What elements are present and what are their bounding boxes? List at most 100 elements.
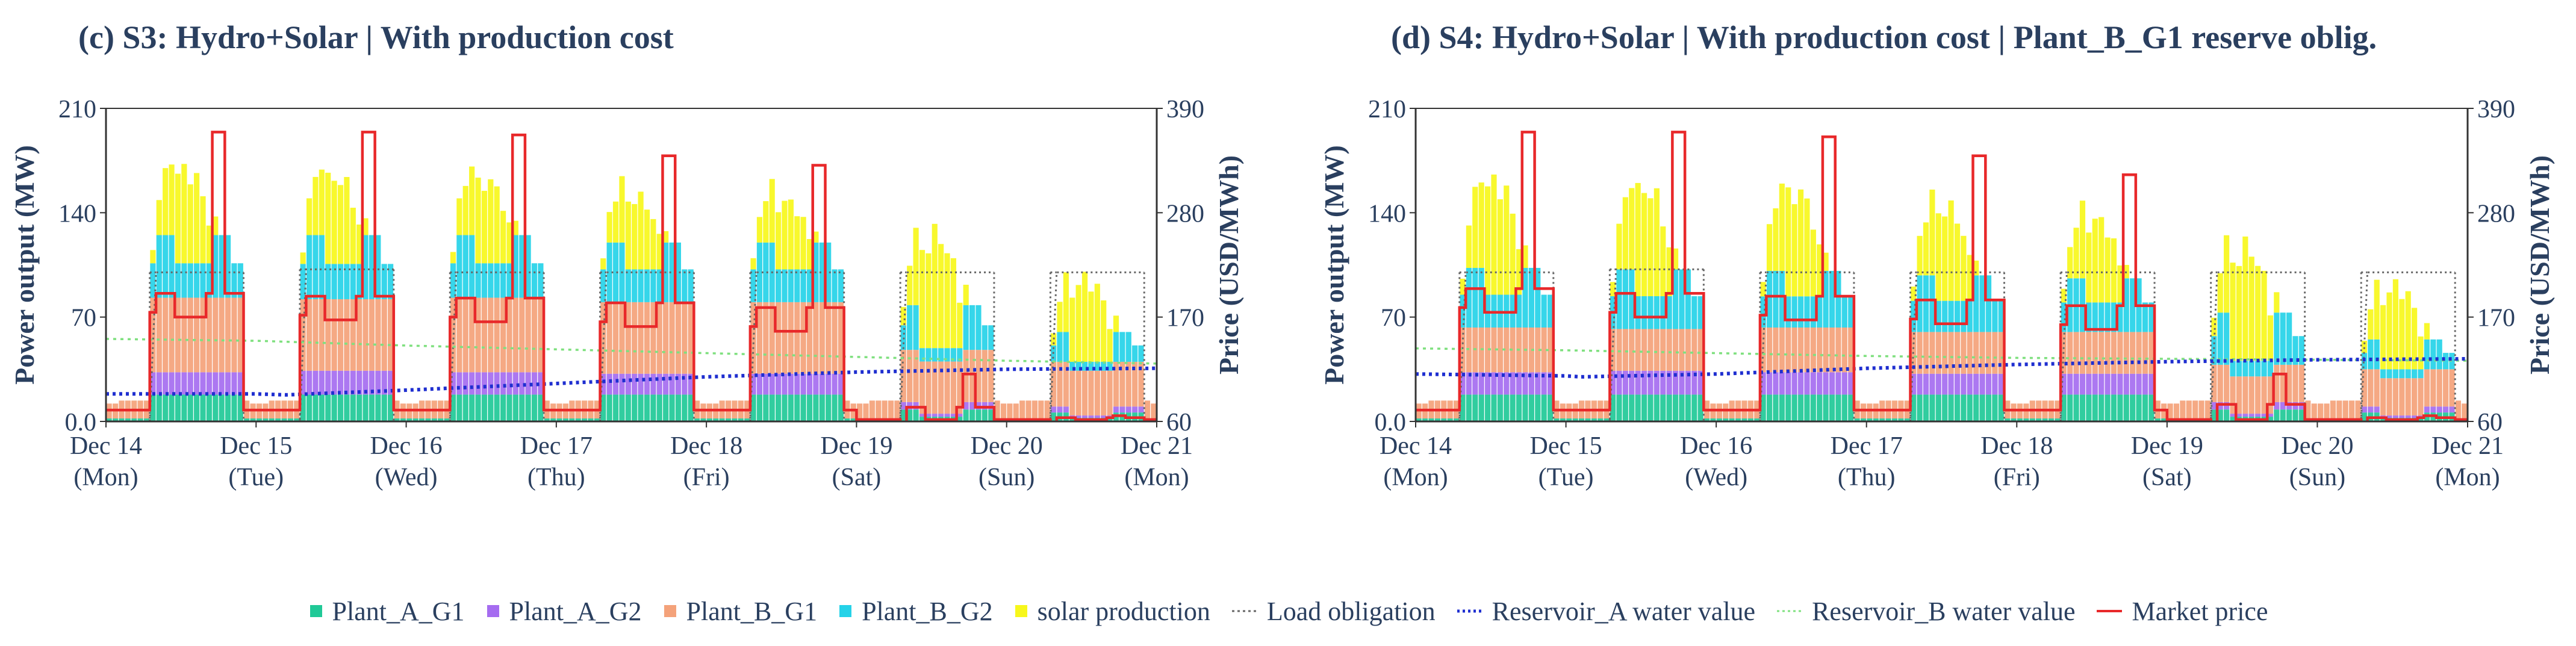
bar-pb1 bbox=[2105, 332, 2111, 374]
bar-solar bbox=[932, 223, 938, 349]
bar-solar bbox=[1063, 272, 1069, 332]
bar-solar bbox=[632, 203, 638, 270]
bar-pa1 bbox=[206, 394, 212, 421]
bar-pa1 bbox=[1566, 418, 1572, 421]
bar-solar bbox=[475, 178, 481, 264]
bar-pb1 bbox=[494, 297, 500, 373]
bar-pb2 bbox=[1138, 345, 1144, 362]
bar-pa2 bbox=[169, 372, 175, 395]
bar-pb1 bbox=[1654, 329, 1660, 371]
bar-pb2 bbox=[1967, 300, 1973, 332]
bar-pa1 bbox=[1817, 394, 1823, 421]
bar-pb1 bbox=[1151, 403, 1157, 419]
bar-pb1 bbox=[1835, 328, 1841, 373]
bar-pa1 bbox=[256, 418, 263, 421]
bar-pa1 bbox=[919, 417, 926, 421]
bar-pa1 bbox=[137, 418, 143, 421]
bar-pa1 bbox=[425, 418, 431, 421]
bar-pb1 bbox=[469, 297, 475, 373]
bar-pb2 bbox=[2111, 302, 2117, 332]
bar-pa2 bbox=[325, 370, 331, 395]
bar-pa1 bbox=[806, 394, 813, 421]
bar-pb1 bbox=[913, 350, 919, 402]
bar-solar bbox=[181, 164, 187, 264]
bar-solar bbox=[1504, 185, 1510, 295]
bar-pb1 bbox=[313, 299, 319, 371]
legend-swatch bbox=[664, 605, 676, 617]
bar-pa1 bbox=[2161, 418, 2167, 421]
bar-pa1 bbox=[194, 394, 200, 421]
bar-pb1 bbox=[2436, 369, 2442, 407]
bar-pb2 bbox=[1460, 294, 1466, 328]
bar-pb2 bbox=[907, 305, 913, 350]
bar-pb1 bbox=[2355, 400, 2361, 419]
bar-pb1 bbox=[475, 297, 481, 373]
legend-label: Reservoir_B water value bbox=[1812, 596, 2076, 626]
bar-pb2 bbox=[344, 264, 350, 299]
bar-pa2 bbox=[806, 373, 813, 395]
bar-pb2 bbox=[1647, 296, 1654, 329]
bar-pb1 bbox=[456, 297, 462, 373]
bar-pa2 bbox=[1125, 406, 1131, 413]
legend-item: Plant_A_G1 bbox=[308, 596, 465, 627]
bar-pa1 bbox=[582, 418, 588, 421]
bar-pa2 bbox=[919, 414, 926, 417]
bar-solar bbox=[1113, 315, 1119, 332]
bar-pb1 bbox=[500, 297, 506, 373]
bar-pa1 bbox=[1954, 394, 1961, 421]
bar-pb2 bbox=[1973, 275, 1979, 332]
bar-solar bbox=[1094, 284, 1100, 362]
bar-pa2 bbox=[2117, 373, 2123, 395]
bar-pa2 bbox=[1979, 373, 1985, 395]
bar-pa1 bbox=[1616, 394, 1622, 421]
bar-pb2 bbox=[1917, 275, 1923, 332]
bar-pa2 bbox=[1063, 406, 1069, 413]
bar-pb2 bbox=[1697, 296, 1703, 329]
bar-pa1 bbox=[125, 418, 131, 421]
bar-pb1 bbox=[1635, 329, 1641, 371]
bar-pb2 bbox=[788, 269, 794, 302]
bar-solar bbox=[300, 252, 306, 264]
bar-solar bbox=[2392, 279, 2399, 370]
bar-pa2 bbox=[337, 370, 344, 395]
bar-pb1 bbox=[638, 302, 644, 374]
bar-pa1 bbox=[813, 394, 819, 421]
bar-solar bbox=[2242, 236, 2248, 361]
bar-solar bbox=[938, 244, 944, 349]
bar-pb2 bbox=[1923, 275, 1929, 332]
bar-pa1 bbox=[1810, 394, 1816, 421]
bar-pb2 bbox=[2418, 369, 2424, 379]
bar-pa2 bbox=[2248, 414, 2254, 417]
bar-pa2 bbox=[2412, 415, 2418, 418]
bar-pb2 bbox=[1823, 270, 1829, 328]
bar-pa1 bbox=[838, 394, 844, 421]
bar-pb1 bbox=[169, 297, 175, 373]
bar-pa1 bbox=[344, 394, 350, 421]
bar-pb2 bbox=[2443, 353, 2449, 370]
bar-pb2 bbox=[1063, 332, 1069, 362]
bar-solar bbox=[2267, 315, 2274, 361]
bar-pa2 bbox=[213, 372, 219, 395]
bar-pb1 bbox=[2336, 400, 2342, 419]
bar-pa1 bbox=[2148, 394, 2154, 421]
legend-swatch bbox=[1015, 605, 1027, 617]
bar-pb2 bbox=[525, 235, 531, 298]
bar-pb1 bbox=[175, 297, 181, 373]
bar-solar bbox=[1088, 291, 1094, 362]
bar-pa2 bbox=[1094, 415, 1100, 418]
bar-pa1 bbox=[1441, 418, 1447, 421]
bar-pb1 bbox=[300, 299, 306, 371]
bar-pb1 bbox=[2424, 369, 2430, 407]
bar-solar bbox=[1791, 204, 1797, 297]
bar-pb1 bbox=[1961, 332, 1967, 374]
bar-pa2 bbox=[650, 373, 656, 395]
chart-panel-d: (d) S4: Hydro+Solar | With production co… bbox=[1319, 19, 2555, 491]
bar-pa1 bbox=[1917, 394, 1923, 421]
bar-pb2 bbox=[456, 235, 462, 298]
bar-pb1 bbox=[200, 297, 206, 373]
x-tick-label-date: Dec 15 bbox=[220, 432, 292, 460]
bar-pa1 bbox=[969, 409, 975, 421]
bar-pa2 bbox=[1088, 415, 1094, 418]
bar-pa2 bbox=[1948, 373, 1954, 395]
bar-pa1 bbox=[143, 418, 150, 421]
